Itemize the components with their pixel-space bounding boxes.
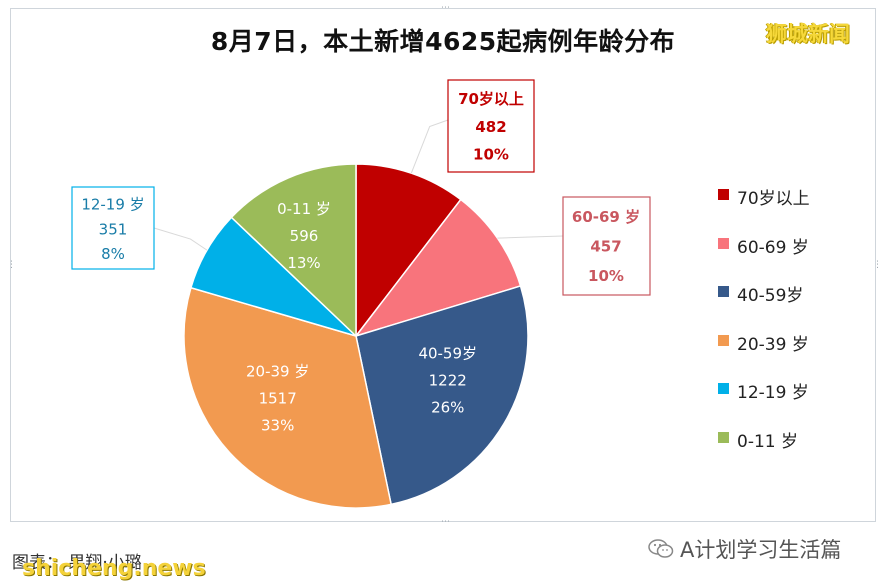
callout-label: 70岁以上 (458, 90, 524, 108)
callout-label: 457 (590, 238, 621, 256)
callout-label: 351 (99, 220, 128, 238)
pie-slice (183, 286, 393, 509)
wechat-icon (648, 539, 674, 559)
legend-label: 60-69 岁 (737, 237, 809, 258)
brand-watermark: 狮城新闻 (766, 22, 850, 46)
slice-data-label: 40-59岁 (418, 344, 477, 362)
slice-data-label: 33% (261, 416, 294, 434)
credit-author: 果翔·小璐 (68, 553, 142, 573)
callout-label: 10% (473, 146, 509, 164)
pie-slice (230, 163, 357, 338)
legend-swatch (718, 334, 729, 346)
pie-inner-labels: 40-59岁 1222 26% 20-39 岁 1517 33% 0-11 岁 596 13% (246, 200, 477, 434)
legend-label: 12-19 岁 (737, 383, 809, 403)
account-name: A计划学习生活篇 (680, 538, 842, 562)
legend-swatch (718, 237, 729, 249)
leader-line (497, 235, 564, 239)
leader-line (153, 227, 208, 251)
resize-handle-left[interactable]: ⋮ (7, 260, 16, 270)
leader-line (410, 119, 449, 174)
callout-label: 482 (475, 118, 506, 136)
slice-data-label: 13% (287, 254, 320, 272)
legend-item: 40-59岁 (718, 281, 810, 330)
pie-slice (355, 285, 529, 506)
callout-label: 12-19 岁 (81, 195, 144, 213)
legend-label: 0-11 岁 (737, 431, 798, 452)
site-watermark: shicheng.news (22, 556, 206, 581)
legend-item: 0-11 岁 (718, 427, 810, 476)
account-signature: A计划学习生活篇 (648, 534, 841, 564)
credit-label: 图表： (12, 553, 63, 573)
slice-data-label: 1222 (429, 371, 467, 389)
slice-data-label: 20-39 岁 (246, 362, 309, 380)
callout-label: 60-69 岁 (572, 208, 640, 226)
legend-item: 12-19 岁 (718, 378, 810, 427)
legend-item: 20-39 岁 (718, 330, 810, 379)
legend-swatch (718, 286, 729, 297)
legend-label: 20-39 岁 (737, 334, 809, 355)
legend-item: 60-69 岁 (718, 233, 810, 282)
pie-callouts: 70岁以上 482 10% 60-69 岁 457 10% 12-19 岁 351 8% (71, 79, 651, 296)
resize-handle-right[interactable]: ⋮ (873, 260, 882, 270)
callout-box (447, 79, 535, 173)
chart-credit: 图表： 果翔·小璐 (12, 548, 142, 573)
pie-slice (353, 198, 522, 338)
slice-data-label: 0-11 岁 (277, 200, 331, 218)
resize-handle-top[interactable]: ⋯ (441, 3, 450, 13)
slice-data-label: 26% (431, 398, 464, 416)
callout-box (562, 196, 651, 296)
callout-box (71, 186, 155, 270)
slice-data-label: 1517 (259, 389, 297, 407)
chart-legend: 70岁以上 60-69 岁 40-59岁 20-39 岁 12-19 岁 0-11 岁 (718, 184, 810, 475)
callout-label: 8% (101, 245, 125, 263)
legend-label: 40-59岁 (737, 286, 804, 306)
chart-title: 8月7日，本土新增4625起病例年龄分布 (210, 27, 676, 56)
legend-swatch (718, 431, 729, 443)
legend-label: 70岁以上 (737, 189, 810, 209)
legend-item: 70岁以上 (718, 184, 810, 233)
resize-handle-bottom[interactable]: ⋯ (441, 517, 450, 527)
legend-swatch (718, 189, 729, 200)
legend-swatch (718, 383, 729, 394)
pie-slices (183, 163, 529, 509)
slice-data-label: 596 (290, 227, 319, 245)
pie-slice (355, 163, 462, 339)
callout-label: 10% (588, 267, 624, 285)
